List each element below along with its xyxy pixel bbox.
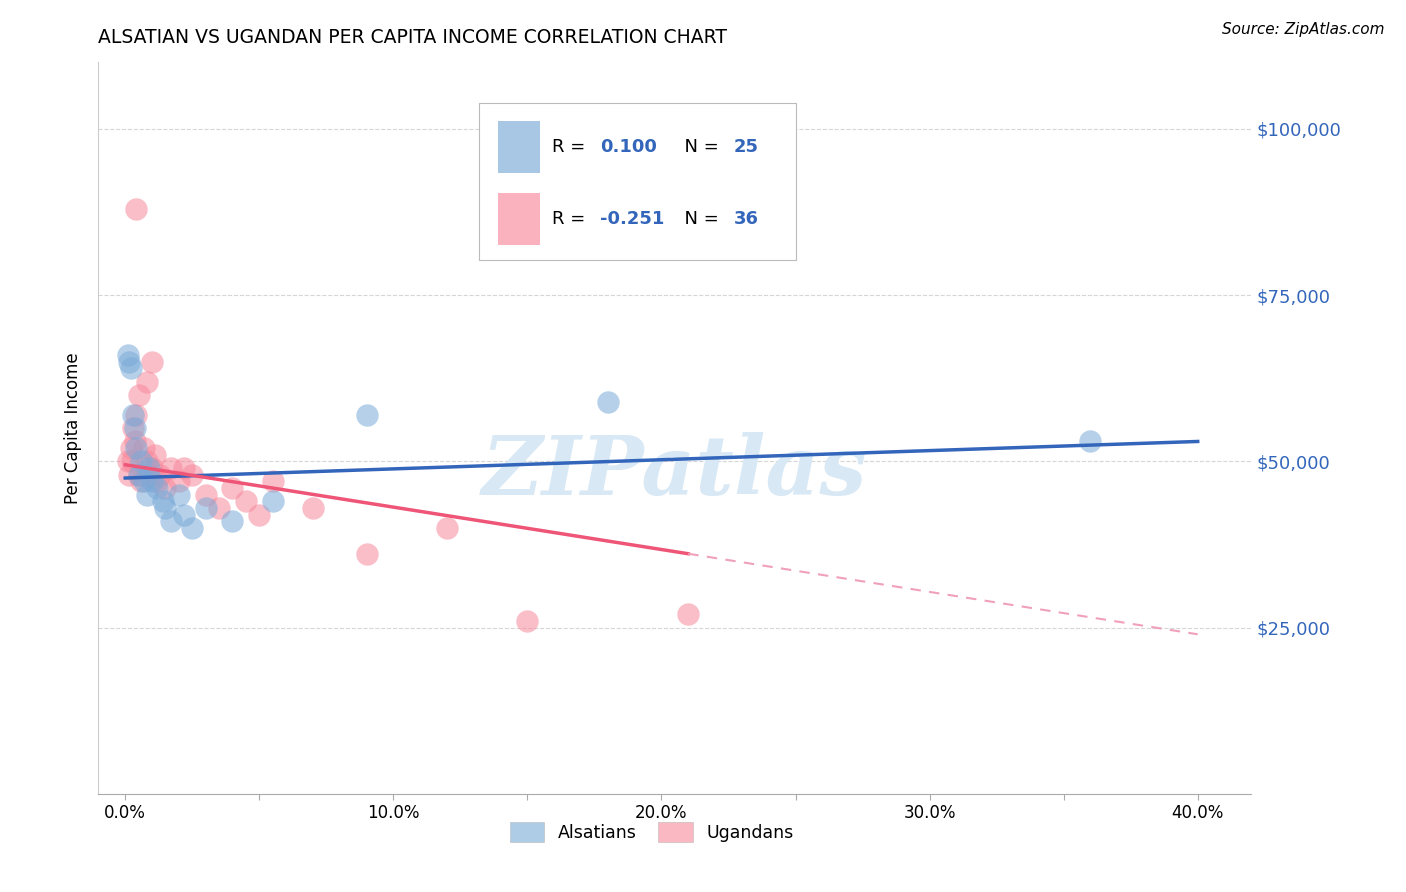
Point <box>121 454 143 468</box>
Point <box>138 467 160 482</box>
Point <box>141 475 163 489</box>
Point <box>118 354 141 368</box>
Point <box>132 475 155 489</box>
Point <box>221 514 243 528</box>
Point <box>128 467 150 482</box>
Point <box>173 508 195 522</box>
Text: -0.251: -0.251 <box>600 210 664 227</box>
Point <box>128 467 150 482</box>
Text: 0.100: 0.100 <box>600 137 657 156</box>
Point <box>125 441 148 455</box>
Point <box>146 475 169 489</box>
Point <box>135 454 157 468</box>
Point <box>194 500 217 515</box>
Text: R =: R = <box>551 137 591 156</box>
Point <box>124 421 146 435</box>
Point <box>122 421 145 435</box>
Point <box>159 514 181 528</box>
Point <box>678 607 700 622</box>
Point <box>124 434 146 449</box>
Point <box>120 441 142 455</box>
Point <box>149 467 172 482</box>
Point <box>155 500 177 515</box>
Point <box>138 461 160 475</box>
Point <box>125 408 148 422</box>
Point <box>516 614 538 628</box>
FancyBboxPatch shape <box>479 103 796 260</box>
Text: 25: 25 <box>734 137 759 156</box>
Point <box>1080 434 1102 449</box>
Point <box>131 475 153 489</box>
Point <box>167 488 190 502</box>
Point <box>132 441 155 455</box>
Point <box>159 461 181 475</box>
Legend: Alsatians, Ugandans: Alsatians, Ugandans <box>501 814 803 851</box>
Point <box>302 500 325 515</box>
Text: ALSATIAN VS UGANDAN PER CAPITA INCOME CORRELATION CHART: ALSATIAN VS UGANDAN PER CAPITA INCOME CO… <box>98 28 727 47</box>
Point <box>262 475 284 489</box>
Point <box>221 481 243 495</box>
Point <box>118 467 141 482</box>
FancyBboxPatch shape <box>499 120 540 173</box>
Text: 36: 36 <box>734 210 759 227</box>
Point <box>117 454 139 468</box>
Point <box>181 467 204 482</box>
Text: ZIPatlas: ZIPatlas <box>482 432 868 512</box>
Point <box>247 508 270 522</box>
Point <box>143 448 166 462</box>
Point <box>356 408 378 422</box>
Text: R =: R = <box>551 210 591 227</box>
Point <box>122 408 145 422</box>
Text: Source: ZipAtlas.com: Source: ZipAtlas.com <box>1222 22 1385 37</box>
Point <box>128 388 150 402</box>
Point <box>117 348 139 362</box>
Point <box>135 375 157 389</box>
Point <box>235 494 257 508</box>
Point <box>146 481 169 495</box>
Point <box>141 354 163 368</box>
Point <box>152 494 174 508</box>
Text: N =: N = <box>672 210 724 227</box>
Point <box>120 361 142 376</box>
Point <box>194 488 217 502</box>
Point <box>208 500 231 515</box>
Point <box>173 461 195 475</box>
Y-axis label: Per Capita Income: Per Capita Income <box>65 352 83 504</box>
Point <box>155 481 177 495</box>
Point <box>125 202 148 216</box>
Text: N =: N = <box>672 137 724 156</box>
Point <box>131 454 153 468</box>
Point <box>436 521 458 535</box>
Point <box>167 475 190 489</box>
Point <box>356 548 378 562</box>
Point <box>141 461 163 475</box>
FancyBboxPatch shape <box>499 193 540 245</box>
Point <box>262 494 284 508</box>
Point <box>135 488 157 502</box>
Point <box>596 394 619 409</box>
Point <box>181 521 204 535</box>
